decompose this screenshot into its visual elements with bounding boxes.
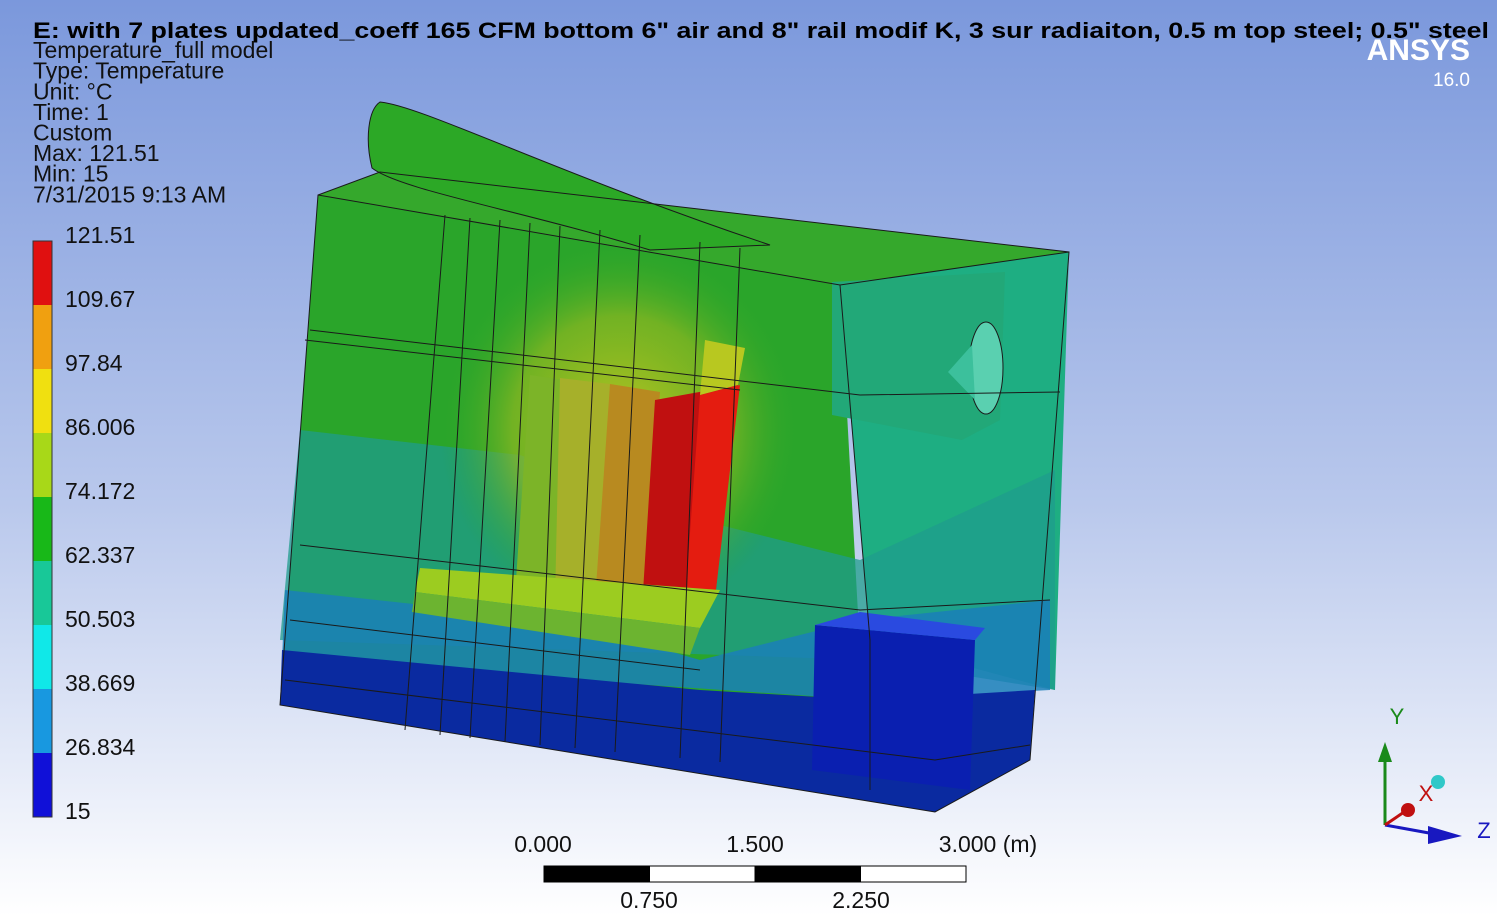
legend-label: 26.834 <box>65 734 136 760</box>
scale-segment <box>544 866 650 882</box>
triad-x: X <box>1419 781 1434 806</box>
legend-label: 74.172 <box>65 478 135 504</box>
triad-y: Y <box>1390 704 1405 729</box>
legend-band <box>33 497 52 561</box>
legend-label: 50.503 <box>65 606 135 632</box>
legend-label: 109.67 <box>65 286 135 312</box>
legend-label: 97.84 <box>65 350 123 376</box>
viewport: E: with 7 plates updated_coeff 165 CFM b… <box>0 0 1497 916</box>
x-ball <box>1401 803 1415 817</box>
logo-version: 16.0 <box>1433 70 1470 91</box>
legend-label: 62.337 <box>65 542 135 568</box>
scale-segment <box>861 866 967 882</box>
legend-band <box>33 241 52 305</box>
scale-label: 3.000 (m) <box>939 831 1037 857</box>
page: E: with 7 plates updated_coeff 165 CFM b… <box>0 0 1497 916</box>
scale-label: 0.750 <box>620 887 678 913</box>
legend-band <box>33 305 52 369</box>
scale-label: 1.500 <box>726 831 784 857</box>
legend-label: 86.006 <box>65 414 135 440</box>
legend-band <box>33 561 52 625</box>
logo: ANSYS <box>1367 34 1470 67</box>
legend-band <box>33 625 52 689</box>
triad-z: Z <box>1477 818 1490 843</box>
legend-band <box>33 753 52 817</box>
legend-band <box>33 433 52 497</box>
blue-block <box>812 625 975 790</box>
info-line: 7/31/2015 9:13 AM <box>33 181 226 207</box>
legend-band <box>33 689 52 753</box>
hole <box>969 322 1003 414</box>
legend-label: 121.51 <box>65 222 135 248</box>
scale-label: 0.000 <box>514 831 572 857</box>
scale-segment <box>755 866 861 882</box>
scale-label: 2.250 <box>832 887 890 913</box>
legend-label: 38.669 <box>65 670 135 696</box>
legend-label: 15 <box>65 798 91 824</box>
legend-band <box>33 369 52 433</box>
scale-segment <box>650 866 756 882</box>
